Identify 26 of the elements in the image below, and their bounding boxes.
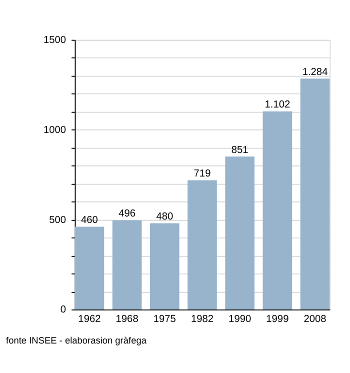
data-label: 1.284 [302,66,328,78]
source-note: fonte INSEE - elaborasion gràfega [6,336,148,346]
y-tick-label: 1000 [43,124,66,136]
y-tick-label: 500 [49,214,66,226]
bar [74,226,104,310]
x-tick-label: 1982 [190,314,214,325]
bar [112,220,142,310]
data-label: 480 [156,211,174,222]
data-label: 719 [194,168,212,180]
bar [300,78,330,310]
x-tick-label: 1968 [116,314,139,325]
data-label: 496 [118,208,136,220]
bar [262,111,292,310]
data-label: 460 [81,215,98,226]
bar [225,156,254,310]
x-tick-label: 1975 [153,314,176,325]
bar [150,223,180,310]
data-label: 851 [231,144,249,156]
x-tick-label: 2008 [304,314,327,325]
bar [188,180,217,310]
y-tick-label: 1500 [43,35,66,46]
x-tick-label: 1990 [228,314,252,325]
y-tick-label: 0 [60,304,66,316]
data-label: 1.102 [264,100,290,111]
x-tick-label: 1999 [266,314,290,325]
x-tick-label: 1962 [78,314,102,325]
